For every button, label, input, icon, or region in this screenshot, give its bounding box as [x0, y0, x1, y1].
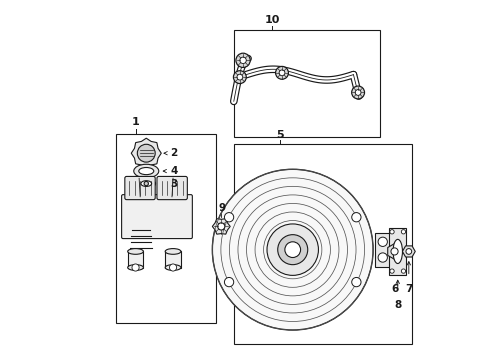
Circle shape — [377, 237, 386, 247]
Circle shape — [351, 86, 364, 99]
Circle shape — [132, 264, 139, 271]
Polygon shape — [402, 246, 414, 257]
Circle shape — [169, 264, 176, 271]
Circle shape — [405, 249, 411, 254]
Circle shape — [351, 278, 360, 287]
Ellipse shape — [392, 239, 402, 264]
Text: 2: 2 — [170, 148, 178, 158]
Bar — [116, 134, 216, 323]
Circle shape — [224, 212, 233, 222]
Circle shape — [377, 253, 386, 262]
Polygon shape — [387, 244, 401, 259]
Text: 8: 8 — [393, 300, 401, 310]
Text: 6: 6 — [390, 284, 397, 294]
Ellipse shape — [139, 167, 153, 175]
Circle shape — [137, 144, 155, 162]
Ellipse shape — [134, 164, 159, 178]
Circle shape — [240, 57, 246, 64]
FancyBboxPatch shape — [157, 176, 187, 200]
Circle shape — [275, 66, 288, 79]
Text: 5: 5 — [275, 130, 283, 140]
Text: 7: 7 — [404, 284, 412, 294]
Ellipse shape — [165, 265, 181, 270]
Circle shape — [389, 269, 393, 273]
Bar — [233, 30, 380, 137]
Text: 9: 9 — [218, 203, 225, 213]
Bar — [165, 251, 181, 267]
Ellipse shape — [141, 181, 151, 186]
Bar — [388, 228, 406, 275]
FancyBboxPatch shape — [122, 195, 192, 239]
Circle shape — [217, 223, 224, 230]
Circle shape — [354, 90, 360, 95]
Circle shape — [277, 235, 307, 265]
Circle shape — [233, 71, 246, 84]
Bar — [233, 144, 411, 344]
Circle shape — [235, 53, 250, 67]
Bar — [374, 233, 390, 267]
Circle shape — [351, 212, 360, 222]
Circle shape — [266, 224, 318, 275]
Ellipse shape — [127, 265, 143, 270]
Polygon shape — [131, 138, 161, 168]
Text: 10: 10 — [264, 15, 279, 25]
Circle shape — [390, 248, 397, 255]
Ellipse shape — [137, 179, 155, 189]
Circle shape — [279, 70, 285, 76]
FancyBboxPatch shape — [124, 176, 155, 200]
Circle shape — [401, 269, 405, 273]
Circle shape — [212, 169, 372, 330]
Circle shape — [401, 230, 405, 234]
Text: 3: 3 — [170, 179, 178, 189]
Text: 1: 1 — [132, 117, 140, 127]
Ellipse shape — [165, 249, 181, 254]
Polygon shape — [212, 219, 230, 234]
Circle shape — [237, 74, 242, 80]
Circle shape — [389, 230, 393, 234]
Bar — [127, 251, 143, 267]
Circle shape — [285, 242, 300, 257]
Text: 4: 4 — [170, 166, 178, 176]
Ellipse shape — [127, 249, 143, 254]
Circle shape — [144, 181, 148, 186]
Circle shape — [224, 278, 233, 287]
